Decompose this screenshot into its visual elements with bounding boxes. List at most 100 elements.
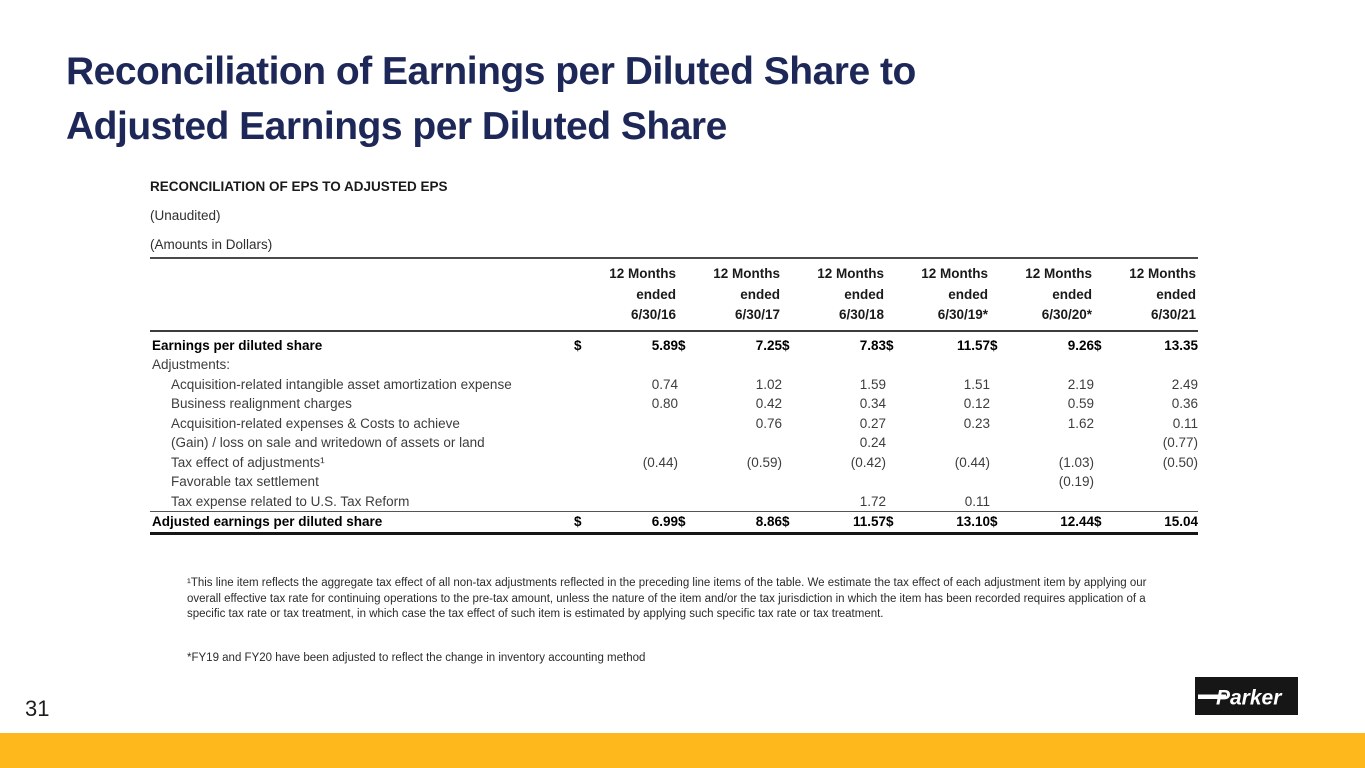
eps-table-head: 12 Months ended 6/30/16 12 Months ended 6… [150,258,1198,332]
value-cell [596,355,678,375]
value-cell: (0.42) [850,454,886,470]
value-cell: 0.34 [859,396,886,411]
value-cell: 0.12 [963,396,990,411]
dollar-sign: $ [886,511,909,535]
row-label: Acquisition-related expenses & Costs to … [171,415,460,431]
dollar-sign [886,375,908,395]
value-cell: 2.19 [1067,376,1094,392]
header-corner [150,258,574,332]
row-label: Adjustments: [152,357,231,372]
dollar-sign: $ [990,337,998,353]
value-cell: 0.74 [651,376,678,392]
dollar-sign [574,355,596,375]
dollar-sign [1094,472,1116,492]
value-cell: 0.27 [859,415,886,431]
dollar-sign [678,375,700,395]
value-cell: 8.86 [700,511,782,535]
value-cell [596,414,678,434]
value-cell [1012,492,1094,512]
value-cell: 6.99 [596,511,678,535]
accent-bar [0,733,1365,768]
dollar-sign: $ [1094,511,1117,535]
dollar-sign [886,472,908,492]
slide-title: Reconciliation of Earnings per Diluted S… [66,44,1266,154]
value-cell [1012,355,1094,375]
value-cell [1012,433,1094,453]
value-cell: 15.04 [1116,511,1198,535]
value-cell [804,472,886,492]
dollar-sign [1094,355,1116,375]
row-label: Earnings per diluted share [152,337,323,353]
dollar-sign [782,453,804,473]
row-adjustments-heading: Adjustments: [150,355,1198,375]
value-cell [596,472,678,492]
dollar-sign [678,355,700,375]
dollar-sign [1094,375,1116,395]
row-label: Adjusted earnings per diluted share [150,511,574,535]
dollar-sign: $ [678,511,701,535]
footnote-inventory-method: *FY19 and FY20 have been adjusted to ref… [187,651,646,664]
value-cell: (0.44) [954,454,990,470]
value-cell [804,355,886,375]
dollar-sign: $ [990,511,1013,535]
value-cell: 0.23 [963,415,990,431]
row-label: Tax effect of adjustments¹ [171,454,325,470]
value-cell [700,492,782,512]
column-header: 12 Months ended 6/30/17 [678,258,782,332]
row-acquisition-expenses: Acquisition-related expenses & Costs to … [150,414,1198,434]
value-cell: (0.44) [642,454,678,470]
row-label: Acquisition-related intangible asset amo… [171,376,512,392]
value-cell: 1.62 [1067,415,1094,431]
value-cell: 11.57 [804,511,886,535]
dollar-sign [782,355,804,375]
dollar-sign [574,472,596,492]
dollar-sign: $ [574,511,597,535]
page-number: 31 [25,696,50,721]
dollar-sign [1094,394,1116,414]
dollar-sign: $ [782,511,805,535]
value-cell [700,472,782,492]
logo-wordmark: Parker [1216,687,1283,710]
value-cell: 0.11 [1172,415,1198,431]
eps-table-block: RECONCILIATION OF EPS TO ADJUSTED EPS (U… [150,179,1198,535]
dollar-sign: $ [782,337,790,353]
footnote-tax-effect: ¹This line item reflects the aggregate t… [187,577,1147,620]
dollar-sign [886,355,908,375]
dollar-sign [990,433,1012,453]
dollar-sign [574,394,596,414]
row-tax-effect: Tax effect of adjustments¹ (0.44) (0.59) (0… [150,453,1198,473]
value-cell: 12.44 [1012,511,1094,535]
value-cell: 13.35 [1164,337,1198,353]
value-cell: (0.19) [1058,474,1094,489]
dollar-sign [782,375,804,395]
value-cell: (0.77) [1162,435,1198,450]
row-intangible-amortization: Acquisition-related intangible asset amo… [150,375,1198,395]
value-cell [1116,492,1198,512]
dollar-sign [990,355,1012,375]
dollar-sign: $ [1094,337,1102,353]
value-cell: 1.51 [963,376,990,392]
table-title: RECONCILIATION OF EPS TO ADJUSTED EPS [150,179,448,194]
value-cell: 9.26 [1067,337,1094,353]
value-cell: 7.25 [755,337,782,353]
value-cell [908,472,990,492]
dollar-sign: $ [574,337,582,353]
dollar-sign [990,472,1012,492]
row-label: Favorable tax settlement [171,474,319,489]
dollar-sign [886,414,908,434]
value-cell [596,492,678,512]
value-cell: 0.24 [859,435,886,450]
dollar-sign [678,492,700,512]
value-cell: 0.42 [755,396,782,411]
dollar-sign [886,492,908,512]
column-header: 12 Months ended 6/30/16 [574,258,678,332]
row-label: Tax expense related to U.S. Tax Reform [171,493,410,509]
parker-logo-graphic: Parker [1195,677,1298,715]
slide-title-line2: Adjusted Earnings per Diluted Share [66,105,727,148]
dollar-sign [678,472,700,492]
dollar-sign [574,375,596,395]
value-cell [908,355,990,375]
dollar-sign [678,414,700,434]
column-header: 12 Months ended 6/30/18 [782,258,886,332]
